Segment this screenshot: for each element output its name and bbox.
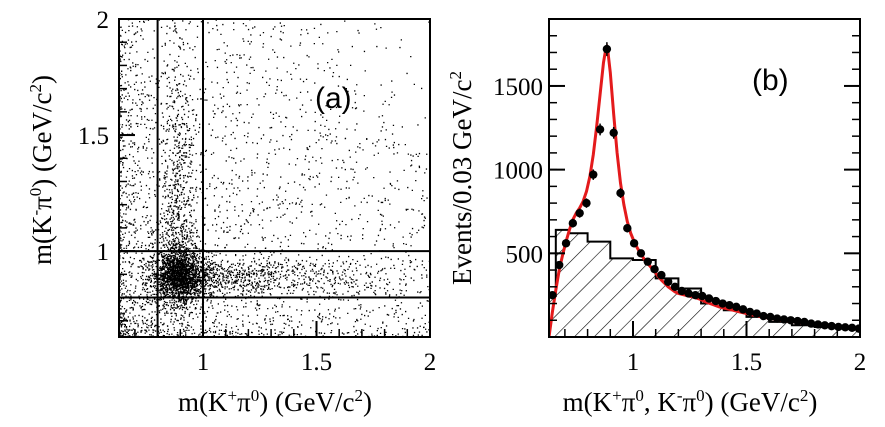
x-tick-label-a-1: 1.5 — [301, 349, 332, 376]
y-tick-label-a-2: 2 — [97, 7, 110, 34]
data-point — [759, 311, 768, 321]
data-point — [711, 296, 721, 306]
data-point — [841, 323, 850, 332]
cut-lines — [119, 19, 430, 337]
axis-ticks-a: 1 1.5 2 1 1.5 2 — [78, 7, 437, 376]
data-point — [589, 170, 598, 179]
data-point — [623, 224, 632, 233]
data-point — [602, 44, 612, 54]
data-point — [820, 321, 830, 330]
y-tick-label-a-1: 1.5 — [78, 123, 109, 150]
data-point — [847, 323, 857, 332]
data-point — [561, 239, 571, 248]
x-tick-label-a-2: 2 — [424, 349, 437, 376]
plot-frame-b — [548, 18, 861, 338]
panel-label-b: (b) — [752, 64, 789, 97]
data-point — [575, 208, 584, 218]
y-tick-label-b-0: 500 — [506, 241, 544, 268]
data-point — [663, 277, 673, 286]
scatter-panel: 1 1.5 2 1 1.5 2 (a) m(K+π0) (GeV/c2) m(K-π0) … — [26, 7, 436, 417]
data-point — [616, 188, 625, 198]
data-point — [779, 315, 789, 324]
data-point — [704, 294, 714, 303]
data-point — [786, 316, 795, 325]
data-point — [643, 257, 652, 266]
data-point — [657, 270, 666, 280]
x-tick-label-b-2: 2 — [854, 349, 867, 376]
panel-label-a: (a) — [315, 82, 352, 115]
x-tick-label-b-0: 1 — [627, 349, 640, 376]
y-axis-title-a: m(K-π0) (GeV/c2) — [26, 75, 57, 265]
x-axis-title-a: m(K+π0) (GeV/c2) — [178, 386, 372, 417]
data-point — [555, 260, 564, 270]
y-tick-label-a-0: 1 — [97, 239, 110, 266]
data-point — [813, 320, 823, 329]
data-point — [745, 307, 755, 317]
data-point — [677, 286, 686, 296]
data-point — [752, 309, 761, 318]
data-point — [691, 290, 700, 300]
data-point — [629, 239, 639, 248]
x-tick-label-b-1: 1.5 — [731, 349, 762, 376]
y-tick-label-b-2: 1500 — [493, 74, 543, 101]
data-point — [738, 305, 748, 314]
data-point — [718, 299, 727, 308]
data-point — [595, 125, 605, 134]
data-point — [549, 290, 557, 300]
data-point — [854, 324, 860, 333]
x-axis-title-b: m(K+π0, K-π0) (GeV/c2) — [563, 386, 818, 417]
data-point — [670, 282, 680, 291]
data-point — [772, 314, 782, 323]
x-tick-label-a-0: 1 — [197, 349, 210, 376]
data-point — [806, 319, 816, 328]
scatter-dots — [119, 19, 430, 337]
data-point — [568, 218, 578, 228]
data-point — [793, 316, 802, 326]
data-points — [549, 42, 860, 333]
plot-frame-a — [118, 18, 431, 338]
data-point — [766, 312, 775, 322]
scatter-points — [119, 19, 430, 337]
data-point — [834, 322, 843, 332]
data-point — [636, 249, 646, 258]
axis-ticks-b: 1 1.5 2 500 1000 1500 — [493, 18, 867, 376]
data-point — [609, 128, 618, 138]
data-point — [650, 265, 659, 274]
data-point — [698, 291, 707, 301]
data-point — [800, 317, 809, 327]
data-point — [827, 321, 836, 331]
y-tick-label-b-1: 1000 — [493, 158, 543, 185]
y-axis-title-b: Events/0.03 GeV/c2 — [446, 71, 477, 285]
histogram-panel: 1 1.5 2 500 1000 1500 (b) m(K+π0, K-π0) (GeV/… — [446, 18, 867, 417]
data-point — [582, 198, 591, 208]
data-point — [684, 289, 693, 298]
data-point — [732, 302, 741, 312]
data-point — [725, 301, 734, 310]
